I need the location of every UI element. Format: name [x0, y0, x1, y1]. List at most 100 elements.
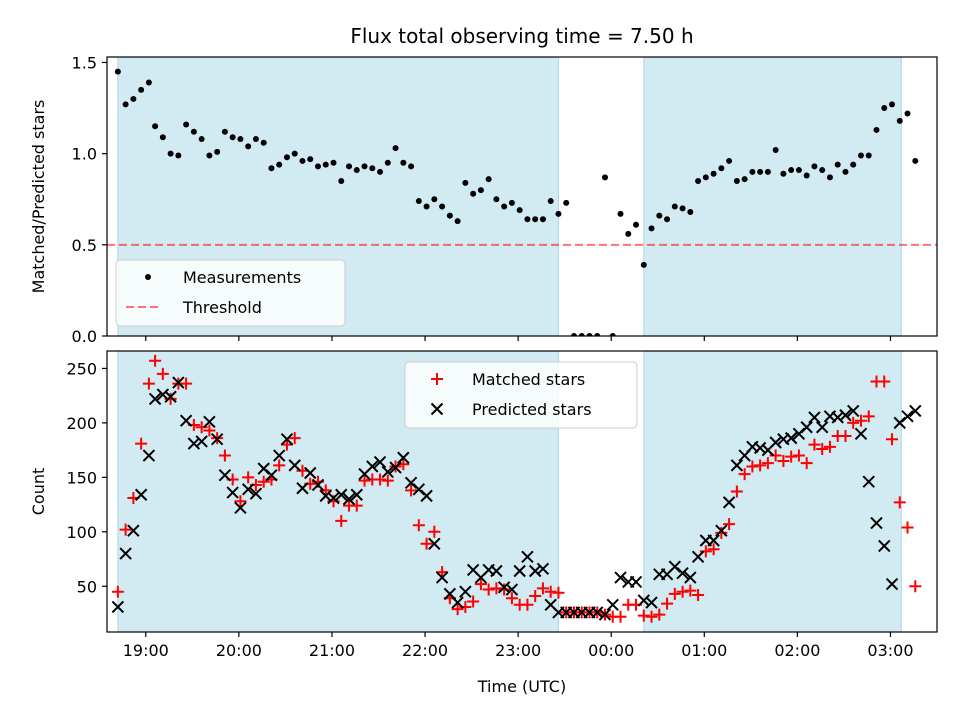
matched-stars-point — [490, 582, 503, 595]
bottom-panel: 19:00 20:00 21:00 22:00 23:00 00:00 01:00 02:00… — [29, 350, 938, 696]
matched-stars-point — [730, 485, 743, 498]
x-tick-label: 01:00 — [681, 641, 727, 660]
measurements-point — [167, 150, 174, 157]
predicted-stars-point — [862, 475, 875, 488]
measurements-point — [392, 145, 399, 152]
legend-marker-predicted-stars — [430, 402, 444, 416]
measurements-point — [532, 216, 539, 223]
measurements-point — [881, 105, 888, 112]
measurements-point — [114, 68, 121, 75]
matched-stars-point — [901, 521, 914, 534]
measurements-point — [524, 216, 531, 223]
matched-stars-point — [350, 499, 363, 512]
predicted-stars-point — [435, 571, 449, 584]
predicted-stars-point — [676, 566, 689, 580]
predicted-stars-point — [591, 606, 604, 619]
predicted-stars-point — [272, 449, 286, 462]
matched-stars-point — [451, 603, 464, 616]
legend-label-matched-stars: Matched stars — [472, 370, 585, 389]
measurements-point — [633, 221, 640, 228]
measurements-point — [834, 161, 841, 168]
measurements-point — [702, 174, 709, 181]
predicted-stars-point — [179, 414, 193, 427]
predicted-stars-point — [784, 431, 798, 445]
predicted-stars-point — [645, 596, 658, 609]
measurements-point — [330, 159, 337, 166]
measurements-point — [384, 159, 391, 166]
matched-stars-point — [653, 608, 666, 621]
predicted-stars-point — [629, 575, 643, 589]
measurements-point — [609, 333, 616, 336]
measurements-point — [299, 157, 306, 164]
predicted-stars-point — [265, 468, 278, 482]
predicted-stars-point — [528, 564, 542, 578]
measurements-point — [122, 101, 129, 108]
x-axis-label: Time (UTC) — [477, 677, 566, 696]
measurements-point — [431, 196, 438, 203]
predicted-stars-point — [870, 516, 883, 530]
matched-stars-point — [149, 354, 162, 367]
measurements-point — [865, 152, 872, 159]
matched-stars-point — [381, 474, 394, 487]
measurements-point — [795, 167, 802, 174]
y-tick-label: 100 — [66, 523, 97, 542]
y-tick-label: 0.0 — [72, 327, 97, 346]
measurements-point — [710, 170, 717, 177]
measurements-point — [307, 156, 314, 163]
predicted-stars-point — [420, 489, 433, 503]
predicted-stars-point — [203, 415, 216, 429]
matched-stars-point — [792, 449, 805, 462]
predicted-stars-point — [901, 410, 914, 423]
measurements-point — [811, 163, 818, 170]
measurements-point — [857, 152, 864, 159]
predicted-stars-point — [218, 468, 232, 482]
matched-stars-point — [661, 597, 674, 610]
measurements-point — [439, 203, 446, 210]
predicted-stars-point — [172, 376, 185, 389]
predicted-stars-point — [536, 562, 550, 576]
measurements-point — [733, 178, 740, 184]
x-tick-label: 23:00 — [495, 641, 541, 660]
measurements-point — [408, 163, 415, 170]
predicted-stars-point — [164, 390, 177, 403]
legend-label-predicted-stars: Predicted stars — [472, 400, 592, 419]
y-axis-label: Matched/Predicted stars — [29, 100, 48, 294]
predicted-stars-point — [296, 482, 309, 495]
legend-marker-measurements — [145, 274, 151, 280]
measurements-point — [625, 230, 632, 237]
observing-window-2 — [643, 350, 902, 633]
data-points — [111, 354, 922, 623]
matched-stars-point — [761, 457, 774, 470]
predicted-stars-point — [280, 433, 294, 446]
predicted-stars-point — [381, 465, 395, 479]
predicted-stars-point — [490, 564, 503, 578]
measurements-point — [206, 152, 213, 159]
matched-stars-point — [242, 471, 255, 484]
predicted-stars-point — [210, 433, 224, 446]
predicted-stars-point — [226, 486, 239, 499]
x-tick-label: 22:00 — [402, 641, 448, 660]
predicted-stars-point — [156, 388, 170, 401]
measurements-point — [586, 333, 593, 336]
matched-stars-point — [645, 610, 658, 623]
measurements-point — [198, 136, 205, 143]
measurements-point — [175, 152, 182, 159]
measurements-point — [283, 154, 290, 161]
matched-stars-point — [203, 424, 216, 437]
legend-box — [404, 361, 638, 429]
matched-stars-point — [769, 449, 782, 462]
matched-stars-point — [684, 584, 697, 597]
measurements-point — [361, 163, 368, 170]
matched-stars-point — [195, 421, 208, 434]
measurements-point — [237, 136, 244, 143]
measurements-point — [291, 150, 298, 157]
measurements-point — [214, 148, 221, 155]
measurements-point — [656, 212, 663, 219]
measurements-point — [338, 178, 345, 184]
matched-stars-point — [746, 460, 759, 473]
y-tick-label: 0.5 — [72, 236, 97, 255]
measurements-point — [850, 161, 857, 168]
predicted-stars-point — [691, 550, 705, 564]
matched-stars-point — [467, 595, 480, 608]
predicted-stars-point — [637, 594, 650, 607]
